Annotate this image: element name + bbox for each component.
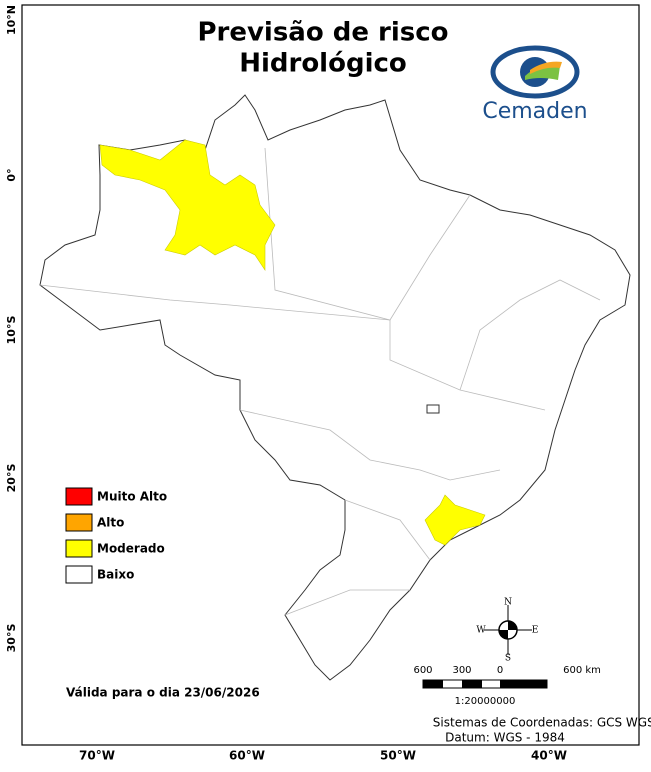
latitude-label: 10°N	[5, 5, 18, 35]
legend-label: Baixo	[97, 568, 134, 582]
scale-label: 600 km	[563, 665, 601, 676]
risk-areas	[99, 139, 486, 546]
coordinate-system: Datum: WGS - 1984	[445, 731, 565, 745]
compass-letter: E	[532, 626, 539, 636]
legend-swatch	[65, 539, 93, 558]
legend-label: Alto	[97, 516, 124, 530]
legend-label: Moderado	[97, 542, 165, 556]
compass-letter: N	[504, 598, 512, 608]
scale-ratio: 1:20000000	[455, 696, 516, 707]
latitude-label: 30°S	[5, 624, 18, 653]
latitude-label: 0°	[5, 168, 18, 181]
title: Previsão de risco	[197, 18, 448, 48]
logo	[490, 45, 580, 99]
validity-date: Válida para o dia 23/06/2026	[66, 686, 260, 700]
compass-letter: S	[505, 654, 511, 664]
latitude-label: 20°S	[5, 464, 18, 493]
longitude-label: 40°W	[531, 749, 567, 763]
latitude-label: 10°S	[5, 316, 18, 345]
legend-swatch	[65, 513, 93, 532]
longitude-label: 70°W	[79, 749, 115, 763]
scale-label: 300	[452, 665, 471, 676]
coordinate-system: Sistemas de Coordenadas: GCS WGS - 1984	[433, 716, 651, 730]
title: Hidrológico	[239, 49, 407, 79]
legend-swatch	[65, 487, 93, 506]
compass-letter: W	[476, 626, 486, 636]
scale-label: 600	[413, 665, 432, 676]
logo-text: Cemaden	[482, 99, 587, 124]
scale-bar	[422, 679, 548, 689]
compass	[484, 605, 532, 655]
longitude-label: 60°W	[229, 749, 265, 763]
scale-label: 0	[497, 665, 503, 676]
longitude-label: 50°W	[380, 749, 416, 763]
legend-swatch	[65, 565, 93, 584]
legend-label: Muito Alto	[97, 490, 167, 504]
